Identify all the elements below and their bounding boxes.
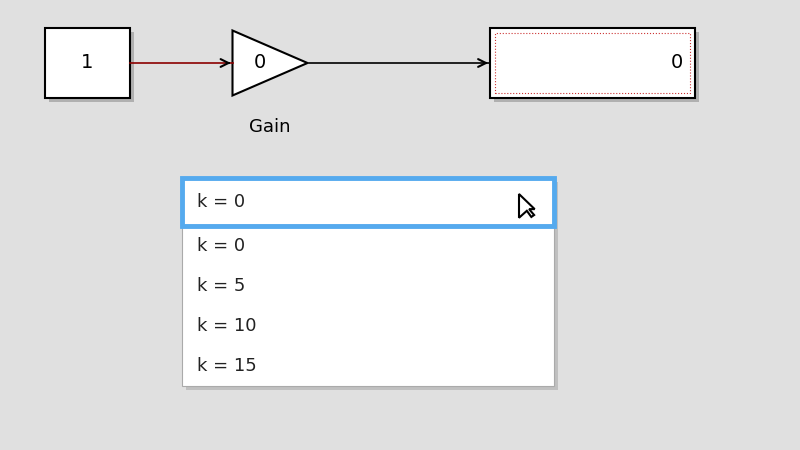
Bar xyxy=(490,28,695,98)
Text: 0: 0 xyxy=(254,54,266,72)
Bar xyxy=(45,28,130,98)
Polygon shape xyxy=(233,31,307,95)
Polygon shape xyxy=(519,194,534,218)
Bar xyxy=(495,33,690,93)
Text: k = 0: k = 0 xyxy=(197,193,245,211)
Bar xyxy=(182,178,554,386)
Text: k = 15: k = 15 xyxy=(197,357,257,375)
Text: k = 10: k = 10 xyxy=(197,317,257,335)
Bar xyxy=(186,182,558,390)
Text: Gain: Gain xyxy=(250,117,290,135)
Text: k = 5: k = 5 xyxy=(197,277,246,295)
Text: 0: 0 xyxy=(670,54,683,72)
Bar xyxy=(49,32,134,102)
Text: 1: 1 xyxy=(82,54,94,72)
Bar xyxy=(494,32,699,102)
Bar xyxy=(182,178,554,226)
Text: k = 0: k = 0 xyxy=(197,237,245,255)
